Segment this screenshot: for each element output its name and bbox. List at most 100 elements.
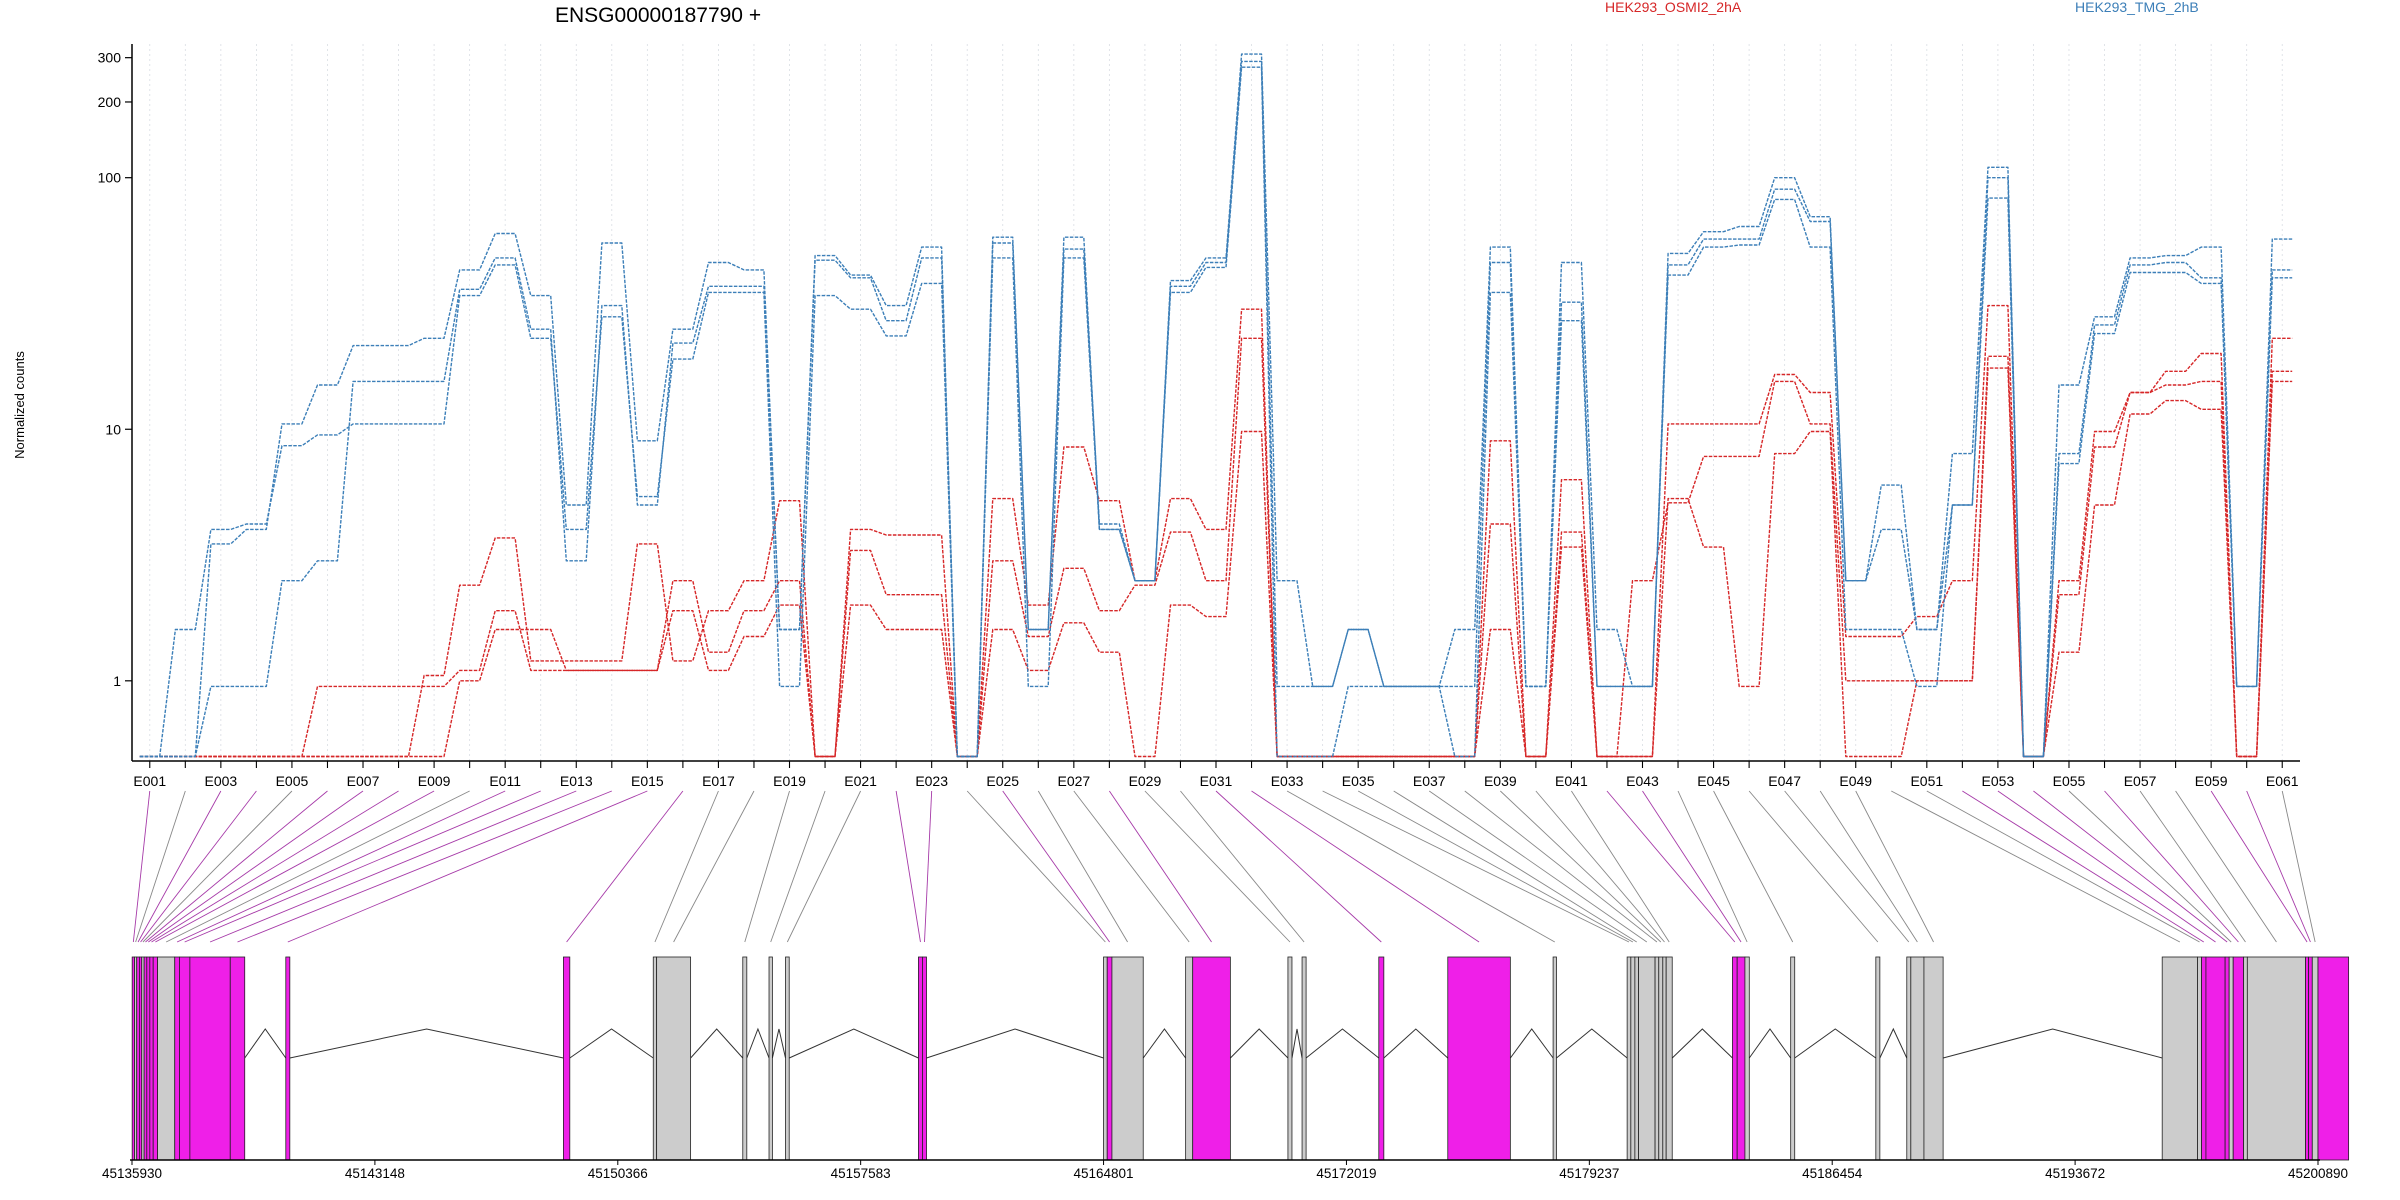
exon-connector <box>2210 790 2308 943</box>
y-tick-label: 300 <box>98 50 122 66</box>
exon-connectors <box>132 790 2316 943</box>
exon-connector <box>209 790 577 943</box>
exon-connector <box>140 790 257 943</box>
exon-connector <box>184 790 541 943</box>
exon-connector <box>1926 790 2200 943</box>
gridlines <box>149 44 2283 761</box>
x-tick-label: E027 <box>1057 773 1090 789</box>
intron-line <box>1230 1028 1289 1059</box>
x-tick-label: E001 <box>133 773 166 789</box>
exon-connector <box>142 790 293 943</box>
exon-block <box>143 956 148 1161</box>
y-axis-ticks: 1 10 100 200 300 <box>98 50 132 689</box>
exon-connector <box>1997 790 2216 943</box>
exon-connector <box>135 790 186 943</box>
coord-tick-label: 45200890 <box>2288 1166 2348 1181</box>
y-axis-label: Normalized counts <box>12 351 27 459</box>
exon-block <box>918 956 923 1161</box>
coord-tick-label: 45179237 <box>1559 1166 1619 1181</box>
exon-block <box>152 956 158 1161</box>
exon-block <box>652 956 658 1161</box>
series-line <box>139 60 2293 758</box>
intron-line <box>1748 1028 1792 1059</box>
exon-block <box>2224 956 2230 1161</box>
exon-block <box>1744 956 1750 1161</box>
intron-line <box>569 1028 654 1059</box>
exon-block <box>157 956 176 1161</box>
exon-connector <box>654 790 719 943</box>
x-tick-label: E011 <box>489 773 521 789</box>
series-lines <box>139 53 2293 758</box>
series-line <box>139 304 2293 758</box>
exon-connector <box>1109 790 1212 943</box>
x-tick-label: E015 <box>631 773 664 789</box>
coord-tick-label: 45186454 <box>1802 1166 1863 1181</box>
exon-block <box>1378 956 1385 1161</box>
intron-line <box>746 1027 770 1059</box>
exon-block <box>2197 956 2202 1161</box>
intron-line <box>1291 1028 1303 1059</box>
exon-connector <box>744 790 790 943</box>
intron-line <box>1671 1028 1733 1059</box>
exon-connector <box>2104 790 2239 943</box>
exon-connector <box>2033 790 2228 943</box>
x-tick-label: E051 <box>1910 773 1943 789</box>
exon-block <box>179 956 191 1161</box>
x-tick-label: E007 <box>347 773 380 789</box>
intron-line <box>926 1028 1104 1059</box>
x-tick-label: E057 <box>2124 773 2157 789</box>
exon-block <box>1626 956 1632 1161</box>
exon-block <box>1638 956 1656 1161</box>
exon-block <box>2161 956 2198 1161</box>
exon-connector <box>1357 790 1634 943</box>
exon-connector <box>1464 790 1658 943</box>
exon-block <box>768 956 773 1161</box>
exon-connector <box>1606 790 1736 943</box>
exon-connector <box>237 790 612 943</box>
exon-block <box>1185 956 1194 1161</box>
y-tick-label: 100 <box>98 170 122 186</box>
exon-block <box>1447 956 1511 1161</box>
exon-connector <box>155 790 435 943</box>
exon-block <box>2246 956 2306 1161</box>
exon-connector <box>1144 790 1291 943</box>
exon-block <box>1875 956 1881 1161</box>
exon-connector <box>145 790 328 943</box>
exon-connector <box>1642 790 1742 943</box>
intron-line <box>1794 1028 1877 1059</box>
exon-block <box>563 956 571 1161</box>
exon-connector <box>1500 790 1662 943</box>
exon-block <box>1103 956 1108 1161</box>
y-tick-label: 1 <box>113 673 121 689</box>
exon-connector <box>2246 790 2311 943</box>
series-line <box>139 53 2293 758</box>
exon-block <box>146 956 151 1161</box>
exon-block <box>136 956 140 1161</box>
intron-line <box>244 1028 287 1059</box>
exon-block <box>2243 956 2248 1161</box>
exon-connector <box>176 790 506 943</box>
x-tick-label: E045 <box>1697 773 1730 789</box>
exon-connector <box>2175 790 2277 943</box>
intron-line <box>690 1028 744 1059</box>
exon-block <box>174 956 180 1161</box>
exon-block <box>742 956 748 1161</box>
exon-connector <box>1002 790 1110 943</box>
legend-label-tmg: HEK293_TMG_2hB <box>2075 0 2199 15</box>
exon-connector <box>1428 790 1648 943</box>
exon-block <box>2205 956 2226 1161</box>
exon-connector <box>2139 790 2246 943</box>
intron-line <box>1556 1028 1628 1059</box>
x-tick-label: E031 <box>1200 773 1233 789</box>
intron-line <box>1305 1028 1380 1059</box>
exon-block <box>1923 956 1944 1161</box>
exon-connector <box>1571 790 1670 943</box>
x-tick-label: E025 <box>986 773 1019 789</box>
x-tick-label: E037 <box>1413 773 1446 789</box>
x-tick-label: E055 <box>2053 773 2086 789</box>
x-tick-label: E023 <box>915 773 948 789</box>
intron-line <box>1942 1028 2163 1059</box>
legend-label-osmi2: HEK293_OSMI2_2hA <box>1605 0 1742 15</box>
coord-tick-label: 45157583 <box>831 1166 891 1181</box>
exon-connector <box>1215 790 1382 943</box>
